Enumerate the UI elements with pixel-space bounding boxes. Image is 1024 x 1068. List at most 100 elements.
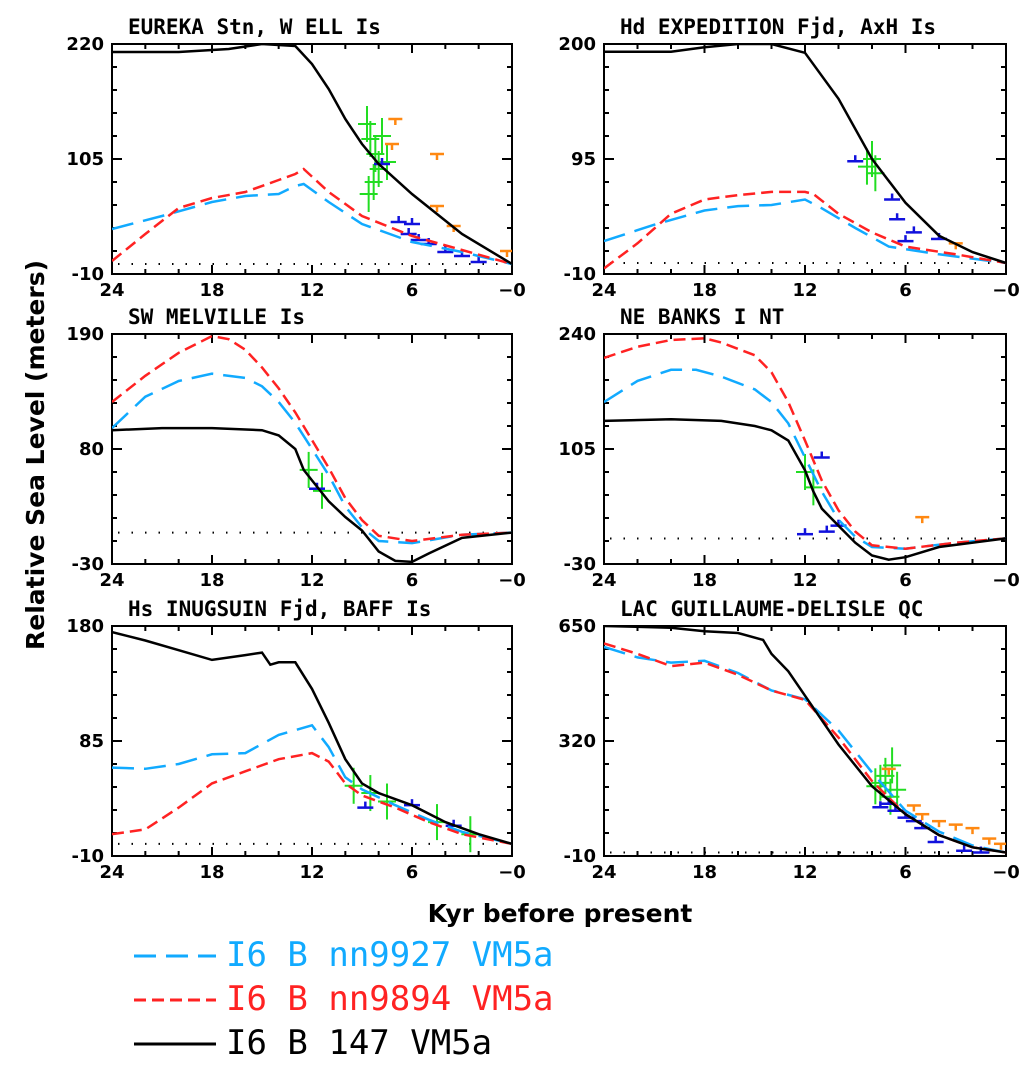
x-tick-label: −0	[992, 862, 1020, 883]
y-tick-label: 80	[79, 439, 104, 460]
panel-3: SW MELVILLE Is 24 18 12 6 −0 -30 80 190	[66, 305, 525, 591]
x-tick-label: −0	[498, 280, 526, 301]
legend-label: I6 B 147 VM5a	[226, 1023, 492, 1063]
series-line-2	[112, 334, 512, 543]
orange-observation-marker	[993, 842, 1006, 850]
series-line-1	[604, 198, 1006, 265]
panel-2: Hd EXPEDITION Fjd, AxH Is 24 18 12 6 −0 -10 95 2…	[558, 15, 1019, 301]
orange-observation-marker	[982, 837, 997, 845]
panel-title: EUREKA Stn, W ELL Is	[128, 15, 381, 39]
series-line-1	[604, 368, 1006, 550]
x-tick-label: 24	[591, 862, 616, 883]
x-tick-label: 6	[899, 280, 912, 301]
plot-frame	[111, 333, 513, 565]
blue-observation-marker	[357, 801, 374, 809]
x-tick-label: 12	[299, 570, 324, 591]
panel-title: Hd EXPEDITION Fjd, AxH Is	[620, 15, 936, 39]
y-tick-label: 95	[571, 149, 596, 170]
series-line-1	[604, 645, 1006, 854]
green-observation-marker	[857, 148, 876, 185]
green-observation-marker	[358, 106, 376, 142]
panel-title: SW MELVILLE Is	[128, 305, 305, 329]
x-tick-label: 24	[99, 280, 124, 301]
legend-entry: I6 B 147 VM5a	[134, 1023, 492, 1063]
y-tick-label: 650	[558, 616, 596, 637]
plot-area	[604, 44, 1006, 270]
plot-area	[112, 44, 512, 266]
green-observation-marker	[364, 164, 383, 200]
y-tick-label: -30	[563, 554, 596, 575]
orange-observation-marker	[388, 117, 403, 125]
plot-area	[112, 334, 512, 564]
y-tick-label: 190	[66, 324, 104, 345]
legend-label: I6 B nn9927 VM5a	[226, 935, 554, 975]
green-observation-marker	[378, 144, 396, 180]
y-axis-label: Relative Sea Level (meters)	[21, 260, 50, 650]
y-tick-label: 85	[79, 731, 104, 752]
blue-observation-marker	[897, 235, 914, 243]
x-tick-label: 12	[299, 280, 324, 301]
legend-label: I6 B nn9894 VM5a	[226, 979, 554, 1019]
x-tick-label: 12	[792, 862, 817, 883]
green-observation-marker	[866, 768, 885, 805]
series-line-2	[112, 751, 512, 846]
series-line-1	[112, 182, 512, 266]
x-tick-label: 24	[591, 570, 616, 591]
orange-observation-marker	[965, 826, 980, 835]
blue-observation-marker	[905, 226, 922, 234]
panel-1: EUREKA Stn, W ELL Is 24 18 12 6 −0 -10 105 220	[66, 15, 525, 301]
x-tick-label: 18	[199, 280, 224, 301]
green-observation-marker	[344, 767, 363, 804]
series-line-2	[604, 337, 1006, 550]
y-tick-label: 200	[558, 34, 596, 55]
series-line-2	[112, 167, 512, 266]
x-tick-label: −0	[992, 570, 1020, 591]
y-tick-label: -10	[563, 264, 596, 285]
panel-6: LAC GUILLAUME-DELISLE QC 24 18 12 6 −0 -10 320 6…	[558, 597, 1019, 883]
blue-observation-marker	[813, 451, 830, 459]
panel-4: NE BANKS I NT 24 18 12 6 −0 -30 105 240	[558, 305, 1019, 591]
orange-observation-marker	[500, 249, 512, 257]
x-tick-label: 18	[692, 862, 717, 883]
x-tick-label: 12	[792, 280, 817, 301]
series-line-3	[112, 44, 512, 266]
series-line-3	[112, 630, 512, 846]
orange-observation-marker	[932, 819, 946, 828]
plot-area	[604, 337, 1006, 561]
x-tick-label: −0	[498, 570, 526, 591]
x-tick-label: −0	[498, 862, 526, 883]
panel-title: Hs INUGSUIN Fjd, BAFF Is	[128, 597, 431, 621]
blue-observation-marker	[889, 213, 906, 221]
orange-observation-marker	[915, 812, 930, 821]
y-tick-label: -10	[71, 846, 104, 867]
x-tick-label: 24	[591, 280, 616, 301]
orange-observation-marker	[385, 142, 399, 150]
blue-observation-marker	[797, 528, 813, 536]
plot-frame	[111, 43, 513, 275]
plot-area	[112, 630, 512, 853]
green-observation-marker	[883, 747, 902, 784]
x-tick-label: 6	[899, 570, 912, 591]
orange-observation-marker	[915, 515, 930, 524]
blue-observation-marker	[927, 836, 944, 844]
orange-observation-marker	[948, 823, 963, 831]
x-tick-label: 18	[199, 862, 224, 883]
y-tick-label: -10	[563, 846, 596, 867]
orange-observation-marker	[430, 152, 444, 160]
x-tick-label: −0	[992, 280, 1020, 301]
panel-title: LAC GUILLAUME-DELISLE QC	[620, 597, 923, 621]
blue-observation-marker	[847, 155, 864, 163]
series-line-2	[604, 190, 1006, 270]
x-tick-label: 18	[199, 570, 224, 591]
x-tick-label: 24	[99, 570, 124, 591]
blue-observation-marker	[390, 216, 407, 224]
panel-5: Hs INUGSUIN Fjd, BAFF Is 24 18 12 6 −0 -10 85 18…	[66, 597, 525, 883]
legend-entry: I6 B nn9927 VM5a	[134, 935, 554, 975]
orange-observation-marker	[430, 204, 444, 212]
green-observation-marker	[361, 121, 380, 157]
x-tick-label: 6	[406, 862, 419, 883]
x-tick-label: 12	[792, 570, 817, 591]
blue-observation-marker	[400, 228, 417, 236]
